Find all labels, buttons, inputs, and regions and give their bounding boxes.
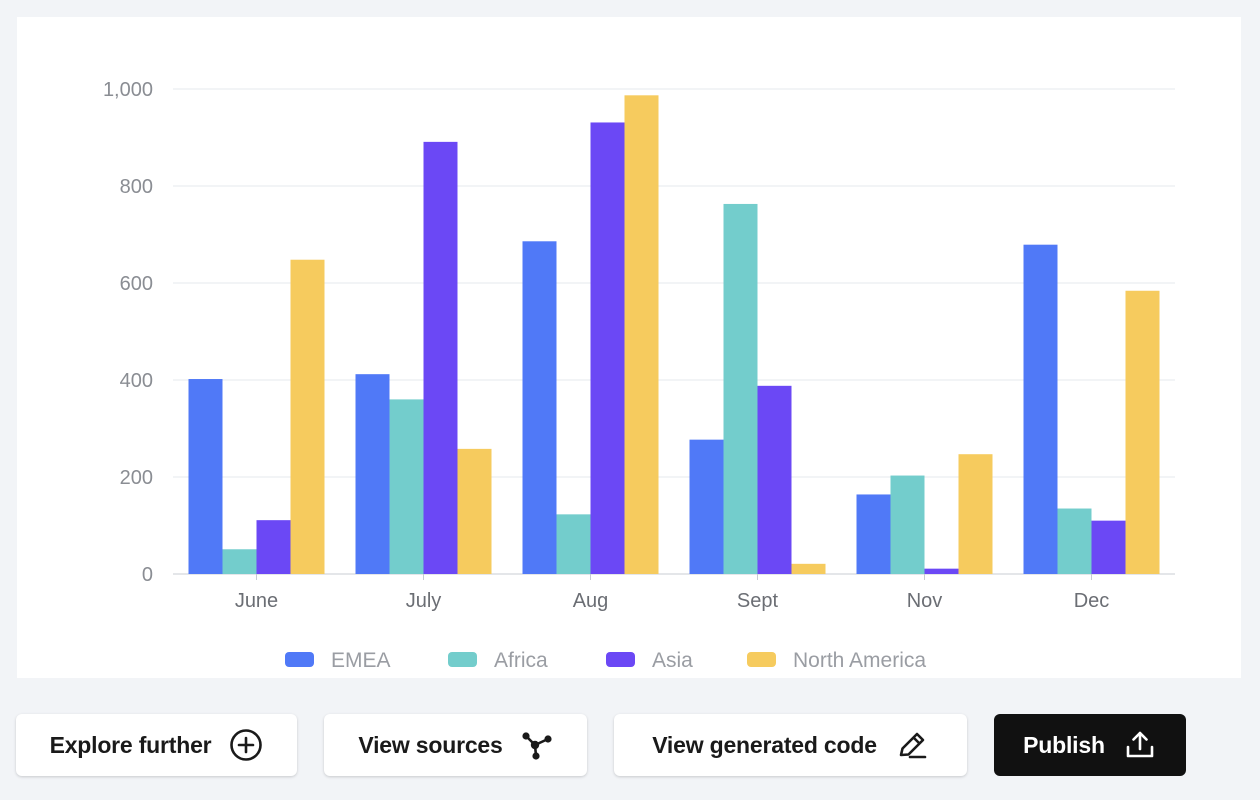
bar-asia [1091,520,1126,574]
legend-swatch [448,652,477,667]
legend-swatch [285,652,314,667]
explore-further-button[interactable]: Explore further [16,714,297,776]
publish-label: Publish [1023,731,1105,758]
y-tick-label: 200 [120,467,153,489]
bar-emea [188,379,223,574]
x-tick-label: Dec [1074,590,1110,612]
pencil-icon [895,728,929,762]
y-tick-label: 1,000 [103,79,153,101]
legend-swatch [606,652,635,667]
y-tick-label: 600 [120,273,153,295]
bar-africa [723,203,758,574]
chart-card: 0 200 400 600 800 1,000 June July Aug Sept Nov Dec E… [17,17,1241,678]
legend-label: Asia [652,649,693,672]
bar-north-america [958,454,993,574]
bar-emea [856,494,891,574]
x-tick-label: Sept [737,590,779,612]
bar-asia [757,385,792,574]
legend-label: Africa [494,649,548,672]
legend-label: North America [793,649,926,672]
legend-label: EMEA [331,649,391,672]
bar-africa [1057,508,1092,574]
bar-north-america [1125,290,1160,574]
bar-africa [890,475,925,574]
publish-button[interactable]: Publish [994,714,1186,776]
legend-swatch [747,652,776,667]
x-tick-label: Nov [907,590,943,612]
x-tick-label: June [235,590,278,612]
bar-chart: 0 200 400 600 800 1,000 June July Aug Sept Nov Dec E… [103,79,1175,672]
view-generated-code-label: View generated code [652,731,877,758]
x-tick-label: July [406,590,442,612]
bar-emea [355,374,390,574]
bar-asia [423,141,458,574]
bar-asia [590,122,625,574]
y-tick-label: 800 [120,176,153,198]
bar-asia [924,568,959,574]
plus-circle-icon [229,728,263,762]
view-sources-label: View sources [358,731,503,758]
explore-further-label: Explore further [49,731,212,758]
upload-icon [1123,728,1157,762]
view-generated-code-button[interactable]: View generated code [614,714,967,776]
bar-north-america [791,563,826,574]
bar-africa [556,514,591,574]
x-tick-label: Aug [573,590,609,612]
bar-africa [222,549,257,574]
bar-emea [522,241,557,575]
bar-asia [256,520,291,574]
bar-north-america [624,95,659,575]
nodes-icon [521,729,553,761]
y-tick-label: 0 [142,564,153,586]
bar-africa [389,399,424,574]
bar-emea [689,439,724,574]
bar-north-america [457,448,492,574]
y-tick-label: 400 [120,370,153,392]
view-sources-button[interactable]: View sources [324,714,587,776]
bar-north-america [290,259,325,574]
bar-emea [1023,244,1058,574]
